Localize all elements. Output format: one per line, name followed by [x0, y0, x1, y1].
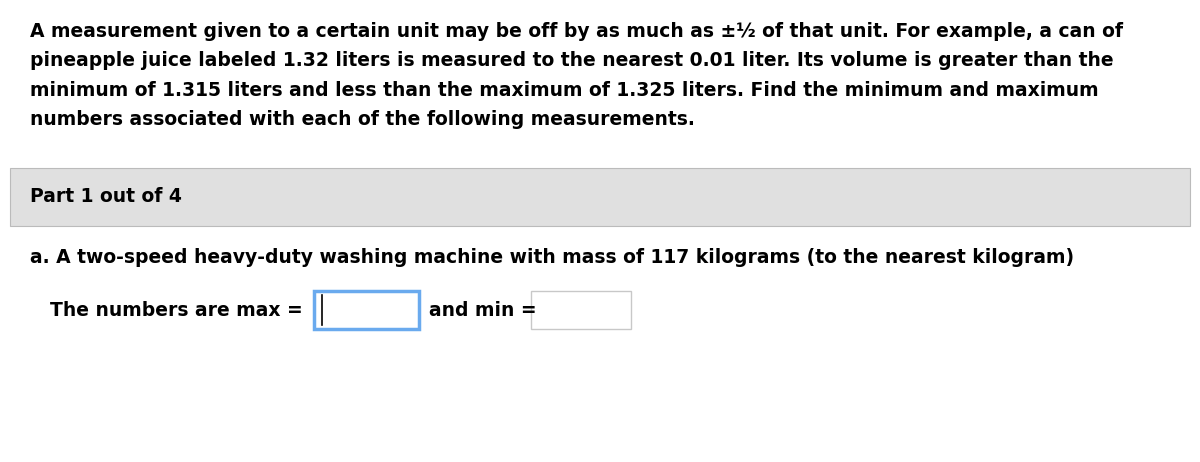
Text: Part 1 out of 4: Part 1 out of 4: [30, 188, 182, 207]
Text: The numbers are max =: The numbers are max =: [50, 300, 302, 320]
Text: minimum of 1.315 liters and less than the maximum of 1.325 liters. Find the mini: minimum of 1.315 liters and less than th…: [30, 81, 1099, 100]
Bar: [530, 291, 631, 329]
Bar: [10, 168, 1190, 226]
Text: A measurement given to a certain unit may be off by as much as ±½ of that unit. : A measurement given to a certain unit ma…: [30, 22, 1123, 41]
Text: pineapple juice labeled 1.32 liters is measured to the nearest 0.01 liter. Its v: pineapple juice labeled 1.32 liters is m…: [30, 51, 1114, 71]
Text: and min =: and min =: [430, 300, 536, 320]
Text: numbers associated with each of the following measurements.: numbers associated with each of the foll…: [30, 110, 695, 129]
Bar: [314, 291, 419, 329]
Text: a. A two-speed heavy-duty washing machine with mass of 117 kilograms (to the nea: a. A two-speed heavy-duty washing machin…: [30, 248, 1074, 267]
